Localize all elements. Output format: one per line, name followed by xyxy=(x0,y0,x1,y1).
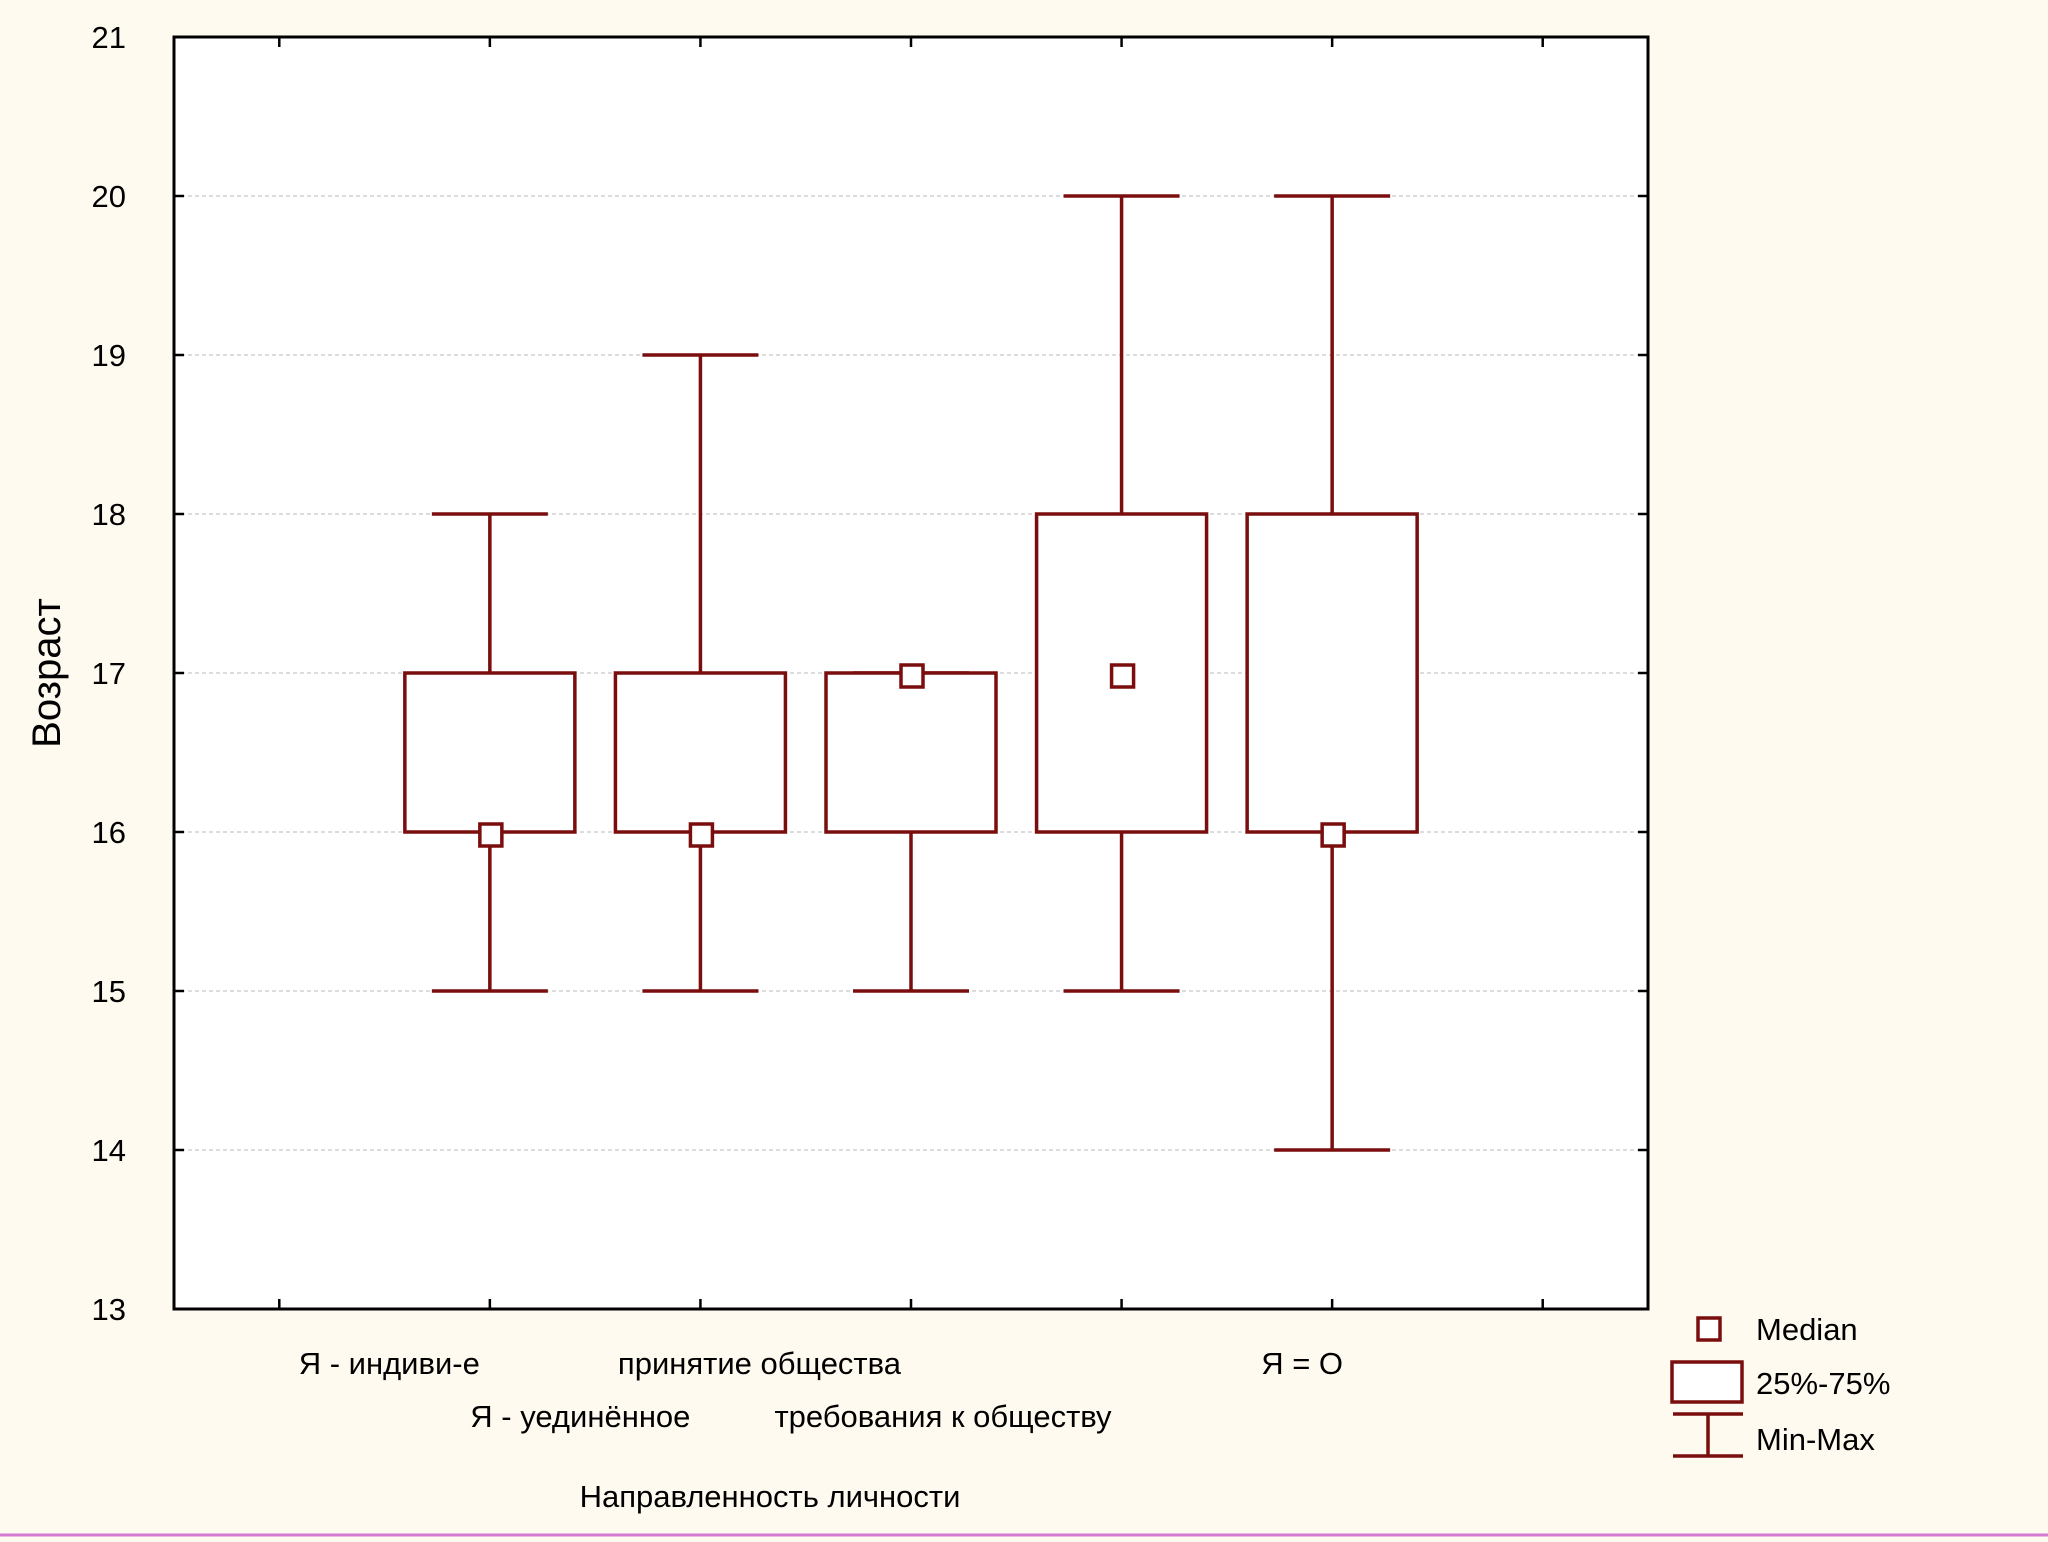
iqr-box xyxy=(1245,512,1419,834)
x-category-label: Я = О xyxy=(1261,1346,1343,1381)
iqr-box xyxy=(824,671,998,834)
y-tick-label: 19 xyxy=(92,338,126,373)
y-axis-title: Возраст xyxy=(25,598,69,748)
y-tick-label: 20 xyxy=(92,179,126,214)
box-group xyxy=(613,353,788,993)
y-axis: 13 14 15 16 17 18 19 20 21 xyxy=(92,20,1648,1327)
y-tick-label: 17 xyxy=(92,656,126,691)
x-axis: Я - индиви-е Я - уединённое принятие общес… xyxy=(278,37,1544,1434)
legend-box-icon xyxy=(1670,1360,1744,1404)
iqr-box xyxy=(403,671,577,834)
x-category-label: принятие общества xyxy=(618,1346,902,1381)
x-category-label: требования к обществу xyxy=(774,1399,1112,1434)
box-group xyxy=(403,512,577,993)
y-tick-label: 13 xyxy=(92,1292,126,1327)
x-category-label: Я - индиви-е xyxy=(299,1346,480,1381)
median-marker xyxy=(1109,663,1136,689)
y-tick-label: 14 xyxy=(92,1133,126,1168)
legend-median-icon xyxy=(1696,1316,1722,1342)
y-tick-label: 18 xyxy=(92,497,126,532)
iqr-box xyxy=(613,671,788,834)
x-axis-title: Направленность личности xyxy=(580,1479,961,1514)
box-group xyxy=(1245,194,1419,1152)
y-tick-label: 16 xyxy=(92,815,126,850)
box-group xyxy=(824,663,998,993)
x-category-label: Я - уединённое xyxy=(470,1399,690,1434)
median-marker xyxy=(1320,822,1346,848)
box-group xyxy=(1034,194,1209,993)
y-tick-label: 15 xyxy=(92,974,126,1009)
median-marker xyxy=(688,822,715,848)
box-series xyxy=(403,194,1419,1152)
legend-whisker-label: Min-Max xyxy=(1756,1422,1875,1457)
median-marker xyxy=(899,663,925,689)
legend: Median 25%-75% Min-Max xyxy=(1670,1312,1890,1458)
median-marker xyxy=(478,822,504,848)
legend-box-label: 25%-75% xyxy=(1756,1366,1890,1401)
legend-median-label: Median xyxy=(1756,1312,1858,1347)
y-tick-label: 21 xyxy=(92,20,126,55)
